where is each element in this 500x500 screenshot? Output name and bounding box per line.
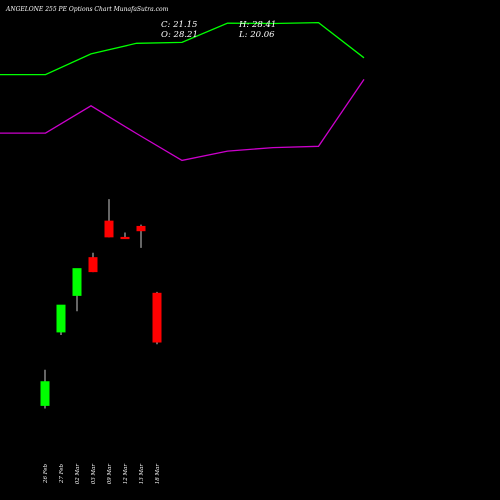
close-value: C: 21.15 bbox=[161, 20, 198, 30]
x-tick-label: 12 Mar bbox=[123, 464, 129, 485]
x-axis-labels: 26 Feb 27 Feb 02 Mar 03 Mar 09 Mar 12 Mar 13 M… bbox=[43, 464, 161, 485]
bands-layer bbox=[0, 21, 365, 162]
candle-body-down bbox=[104, 220, 114, 238]
x-tick-label: 13 Mar bbox=[139, 464, 145, 485]
candle-body-down bbox=[136, 225, 146, 232]
low-value: L: 20.06 bbox=[239, 30, 275, 40]
high-value: H: 28.41 bbox=[239, 20, 277, 30]
x-tick-label: 27 Feb bbox=[59, 464, 65, 485]
candle-body-up bbox=[40, 381, 50, 406]
candles-layer bbox=[40, 199, 162, 409]
candle-body-down bbox=[152, 292, 162, 343]
x-tick-label: 26 Feb bbox=[43, 464, 49, 485]
x-tick-label: 03 Mar bbox=[91, 464, 97, 485]
chart-title: ANGELONE 255 PE Options Chart MunafaSutr… bbox=[6, 6, 169, 13]
lower-band-line bbox=[0, 79, 365, 162]
candle-body-up bbox=[56, 304, 66, 333]
candle-body-down bbox=[120, 236, 130, 240]
candle-body-down bbox=[88, 257, 98, 273]
x-tick-label: 02 Mar bbox=[75, 464, 81, 485]
x-tick-label: 18 Mar bbox=[155, 464, 161, 485]
candle-body-up bbox=[72, 268, 82, 296]
x-tick-label: 09 Mar bbox=[107, 464, 113, 485]
upper-band-line bbox=[0, 21, 365, 76]
open-value: O: 28.21 bbox=[161, 30, 198, 40]
